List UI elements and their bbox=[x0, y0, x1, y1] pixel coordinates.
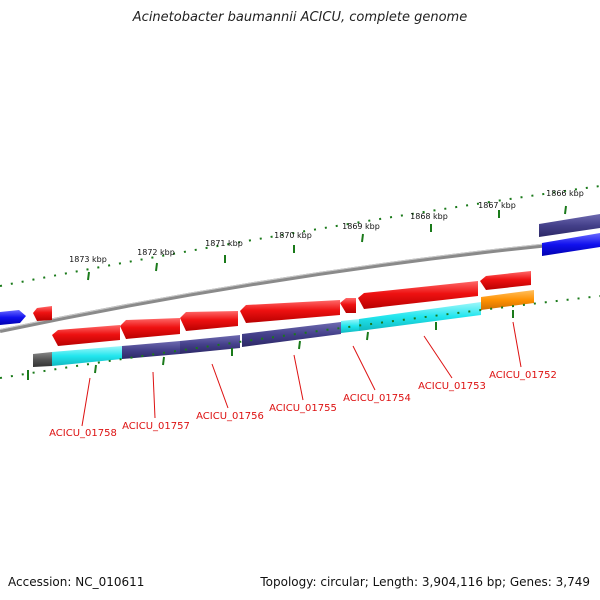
block-cyan-01753[interactable] bbox=[359, 302, 481, 331]
kbp-label-1869: 1869 kbp bbox=[342, 222, 380, 231]
kbp-label-1870: 1870 kbp bbox=[274, 231, 312, 240]
gene-block-purple-top[interactable] bbox=[539, 214, 600, 237]
kbp-label-1868: 1868 kbp bbox=[410, 212, 448, 221]
block-gray[interactable] bbox=[33, 352, 52, 367]
cds-arrow-01758a[interactable] bbox=[33, 306, 52, 321]
block-cyan-01758[interactable] bbox=[52, 346, 122, 366]
genome-backbone bbox=[0, 238, 600, 333]
gene-label-01755[interactable]: ACICU_01755 bbox=[269, 403, 337, 414]
gene-label-01757[interactable]: ACICU_01757 bbox=[122, 421, 190, 432]
cds-arrow-01754[interactable] bbox=[340, 298, 356, 313]
gene-block-blue-right[interactable] bbox=[542, 233, 600, 256]
block-purple-01756[interactable] bbox=[180, 335, 240, 354]
map-title: Acinetobacter baumannii ACICU, complete … bbox=[132, 10, 468, 25]
genome-summary-text: Topology: circular; Length: 3,904,116 bp… bbox=[260, 575, 590, 589]
kbp-label-1871: 1871 kbp bbox=[205, 239, 243, 248]
cds-arrow-01752[interactable] bbox=[480, 271, 531, 290]
cds-arrow-01753[interactable] bbox=[358, 281, 478, 309]
kbp-label-1872: 1872 kbp bbox=[137, 248, 175, 257]
gene-label-01754[interactable]: ACICU_01754 bbox=[343, 393, 411, 404]
forward-cds-track bbox=[33, 271, 531, 346]
kbp-label-1873: 1873 kbp bbox=[69, 255, 107, 264]
cds-arrow-01755[interactable] bbox=[240, 300, 340, 323]
label-leaders bbox=[81, 321, 522, 427]
feature-track bbox=[33, 290, 534, 367]
block-purple-01755[interactable] bbox=[242, 322, 341, 347]
block-orange-01752[interactable] bbox=[481, 290, 534, 310]
cds-arrow-01756[interactable] bbox=[180, 311, 238, 331]
gene-label-01758[interactable]: ACICU_01758 bbox=[49, 428, 117, 439]
gene-label-01753[interactable]: ACICU_01753 bbox=[418, 381, 486, 392]
gene-arrow-blue-left[interactable] bbox=[0, 310, 26, 325]
kbp-label-1867: 1867 kbp bbox=[478, 201, 516, 210]
cds-arrow-01757[interactable] bbox=[120, 318, 180, 339]
block-purple-01757[interactable] bbox=[122, 341, 180, 359]
kbp-label-1866: 1866 kbp bbox=[546, 189, 584, 198]
gene-label-01756[interactable]: ACICU_01756 bbox=[196, 411, 264, 422]
outer-major-ticks bbox=[87, 205, 567, 281]
accession-text: Accession: NC_010611 bbox=[8, 575, 145, 589]
cds-arrow-01758[interactable] bbox=[52, 325, 120, 346]
gene-label-01752[interactable]: ACICU_01752 bbox=[489, 370, 557, 381]
inner-tick-ring bbox=[0, 295, 600, 380]
